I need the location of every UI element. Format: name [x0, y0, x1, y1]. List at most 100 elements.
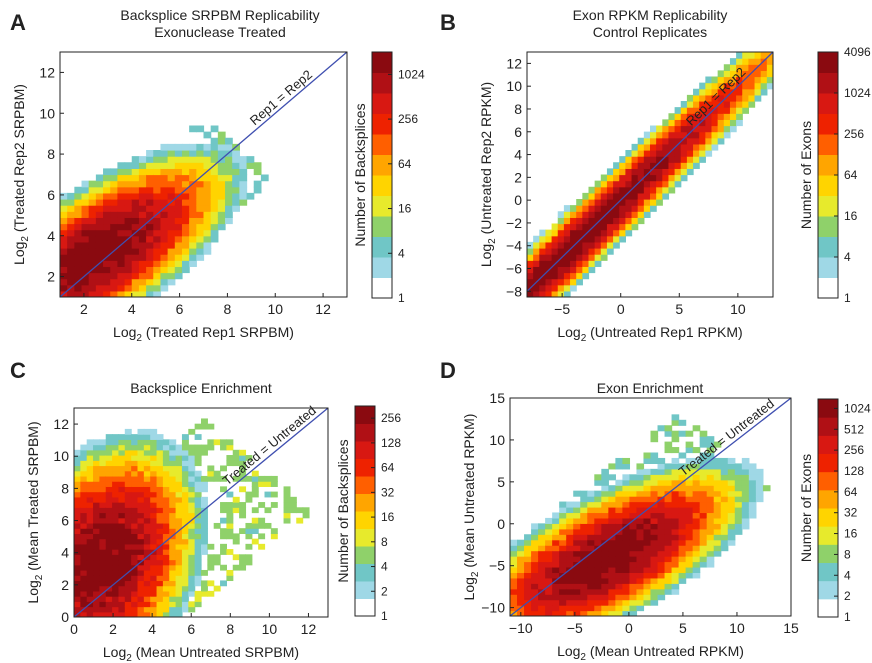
heatmap-cell: [608, 566, 616, 573]
heatmap-cell: [587, 566, 595, 573]
heatmap-cell: [181, 455, 189, 461]
heatmap-cell: [588, 248, 596, 255]
heatmap-cell: [80, 543, 88, 550]
heatmap-cell: [517, 588, 525, 595]
heatmap-cell: [150, 601, 158, 608]
heatmap-cell: [557, 217, 565, 225]
heatmap-cell: [103, 266, 111, 274]
heatmap-cell: [196, 162, 205, 169]
heatmap-cell: [167, 272, 176, 280]
heatmap-cell: [131, 434, 139, 440]
heatmap-cell: [580, 588, 588, 595]
heatmap-cell: [146, 180, 154, 188]
heatmap-cell: [143, 538, 151, 545]
heatmap-cell: [629, 566, 638, 573]
heatmap-cell: [150, 590, 158, 597]
heatmap-cell: [86, 444, 94, 451]
heatmap-cell: [545, 566, 553, 573]
heatmap-cell: [662, 162, 670, 169]
heatmap-cell: [650, 594, 659, 601]
heatmap-cell: [74, 272, 83, 280]
heatmap-cell: [189, 254, 197, 261]
heatmap-cell: [545, 572, 553, 579]
heatmap-cell: [587, 496, 595, 503]
heatmap-cell: [196, 235, 205, 243]
heatmap-cell: [650, 561, 659, 568]
heatmap-cell: [169, 538, 177, 545]
heatmap-cell: [706, 512, 715, 519]
heatmap-cell: [668, 168, 676, 176]
heatmap-cell: [112, 460, 120, 467]
heatmap-cell: [637, 156, 645, 163]
heatmap-cell: [124, 455, 132, 461]
heatmap-cell: [160, 266, 169, 274]
heatmap-cell: [93, 590, 100, 597]
heatmap-cell: [146, 186, 154, 194]
heatmap-cell: [615, 583, 623, 590]
heatmap-cell: [754, 76, 762, 84]
heatmap-cell: [99, 502, 107, 508]
heatmap-cell: [657, 468, 666, 475]
heatmap-cell: [668, 162, 676, 169]
heatmap-cell: [156, 439, 164, 446]
colorbar-swatch: [818, 52, 838, 73]
heatmap-cell: [748, 468, 757, 475]
heatmap-cell: [600, 217, 608, 225]
x-tick-label: 8: [224, 301, 232, 317]
heatmap-cell: [678, 528, 687, 535]
heatmap-cell: [539, 248, 547, 255]
heatmap-cell: [137, 460, 145, 467]
heatmap-cell: [671, 523, 680, 530]
heatmap-cell: [678, 463, 687, 470]
heatmap-cell: [270, 528, 278, 534]
heatmap-cell: [608, 588, 616, 595]
heatmap-cell: [699, 545, 708, 552]
heatmap-cell: [93, 449, 100, 456]
heatmap-cell: [559, 539, 567, 546]
heatmap-cell: [643, 534, 652, 541]
heatmap-cell: [636, 534, 645, 541]
heatmap-cell: [734, 517, 743, 524]
heatmap-cell: [181, 211, 190, 218]
heatmap-cell: [625, 211, 633, 218]
heatmap-cell: [656, 131, 663, 139]
heatmap-cell: [636, 605, 645, 612]
heatmap-cell: [80, 470, 88, 477]
heatmap-cell: [188, 512, 196, 519]
heatmap-cell: [74, 512, 81, 519]
heatmap-cell: [650, 566, 659, 573]
heatmap-cell: [93, 512, 100, 519]
heatmap-cell: [105, 564, 113, 571]
colorbar-swatch: [818, 113, 838, 135]
heatmap-cell: [160, 150, 169, 157]
heatmap-cell: [60, 241, 68, 249]
heatmap-cell: [203, 199, 212, 206]
heatmap-cell: [713, 539, 722, 546]
heatmap-cell: [194, 554, 202, 561]
colorbar-tick-label: 8: [381, 535, 388, 549]
heatmap-cell: [131, 248, 140, 255]
heatmap-cell: [110, 217, 118, 225]
heatmap-cell: [559, 512, 567, 519]
heatmap-cell: [601, 583, 609, 590]
heatmap-cell: [150, 554, 158, 561]
heatmap-cell: [131, 205, 140, 212]
heatmap-cell: [606, 217, 614, 225]
heatmap-cell: [194, 481, 202, 487]
heatmap-cell: [533, 241, 540, 249]
heatmap-cell: [174, 156, 183, 163]
heatmap-cell: [93, 549, 100, 555]
heatmap-cell: [169, 465, 177, 472]
heatmap-cell: [713, 512, 722, 519]
heatmap-cell: [636, 501, 645, 508]
heatmap-cell: [538, 561, 546, 568]
heatmap-cell: [587, 507, 595, 514]
heatmap-cell: [60, 248, 68, 255]
heatmap-cell: [189, 143, 197, 151]
heatmap-cell: [146, 235, 154, 243]
heatmap-cell: [138, 168, 147, 176]
heatmap-cell: [105, 549, 113, 555]
heatmap-cell: [643, 474, 652, 481]
heatmap-cell: [580, 545, 588, 552]
